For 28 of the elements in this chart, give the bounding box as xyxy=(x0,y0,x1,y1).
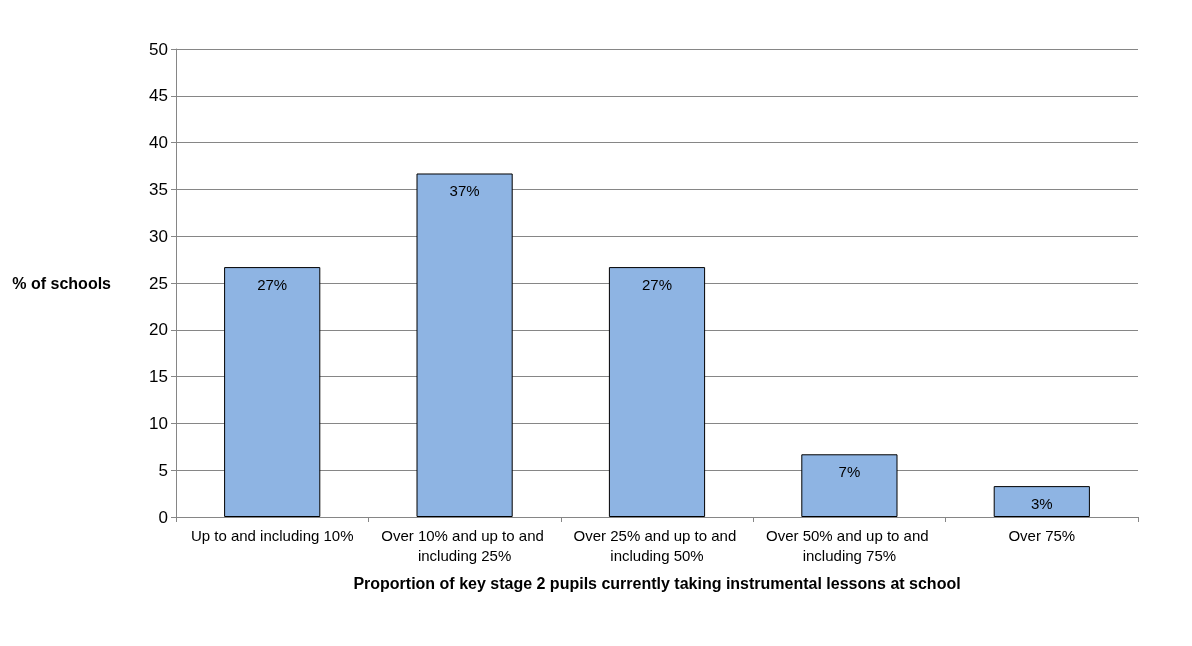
bar xyxy=(416,173,513,517)
y-tick-label: 15 xyxy=(149,367,168,387)
y-tick-label: 10 xyxy=(149,413,168,433)
bar xyxy=(993,486,1090,517)
data-label: 27% xyxy=(257,276,288,294)
x-tick-label: Over 10% and up to and including 25% xyxy=(381,526,548,564)
data-label: 37% xyxy=(449,182,480,200)
bar xyxy=(801,454,898,517)
data-label: 7% xyxy=(838,463,861,481)
bar xyxy=(608,267,706,517)
x-tick-label: Up to and including 10% xyxy=(190,526,354,544)
y-tick-label: 20 xyxy=(149,320,168,340)
y-tick-label: 5 xyxy=(158,460,168,480)
y-axis-title: % of schools xyxy=(12,274,112,292)
y-tick-label: 25 xyxy=(149,273,168,293)
y-tick-label: 0 xyxy=(158,507,168,527)
y-tick-label: 40 xyxy=(149,133,168,153)
y-tick-label: 30 xyxy=(149,226,168,246)
y-tick-label: 45 xyxy=(149,86,168,106)
data-label: 27% xyxy=(641,276,673,294)
x-axis-title: Proportion of key stage 2 pupils currently taking instrumental lessons at school xyxy=(353,574,961,592)
y-tick-label: 35 xyxy=(149,179,168,199)
x-tick-label: Over 75% xyxy=(1008,526,1076,544)
y-tick-label: 50 xyxy=(149,39,168,59)
x-tick-label: Over 50% and up to and including 75% xyxy=(766,526,933,564)
data-label: 3% xyxy=(1030,495,1053,513)
bar xyxy=(224,267,321,517)
x-tick-label: Over 25% and up to and including 50% xyxy=(573,526,741,564)
